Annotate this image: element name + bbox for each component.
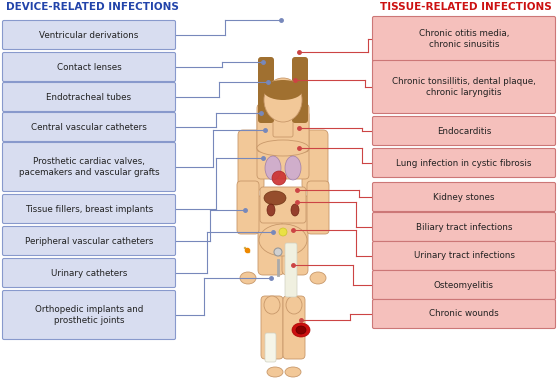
Ellipse shape [286,296,302,314]
FancyBboxPatch shape [373,183,556,212]
Ellipse shape [310,272,326,284]
Text: Lung infection in cystic fibrosis: Lung infection in cystic fibrosis [396,159,532,167]
FancyBboxPatch shape [292,57,308,123]
Text: Kidney stones: Kidney stones [433,193,495,201]
FancyBboxPatch shape [2,259,176,288]
FancyBboxPatch shape [373,60,556,113]
Ellipse shape [285,367,301,377]
Text: Ventricular derivations: Ventricular derivations [39,31,139,39]
FancyBboxPatch shape [261,296,283,359]
FancyBboxPatch shape [285,243,297,297]
Text: Urinary catheters: Urinary catheters [51,269,127,277]
Ellipse shape [292,323,310,337]
FancyBboxPatch shape [373,270,556,299]
Ellipse shape [267,204,275,216]
Ellipse shape [279,228,287,236]
FancyBboxPatch shape [302,130,328,190]
Ellipse shape [257,140,309,156]
Text: TISSUE-RELATED INFECTIONS: TISSUE-RELATED INFECTIONS [380,2,552,12]
FancyBboxPatch shape [2,290,176,340]
FancyBboxPatch shape [2,52,176,81]
FancyBboxPatch shape [258,195,284,275]
Text: Endotracheal tubes: Endotracheal tubes [46,92,132,102]
FancyBboxPatch shape [2,113,176,141]
FancyBboxPatch shape [257,111,309,179]
Text: Urinary tract infections: Urinary tract infections [413,251,514,261]
Ellipse shape [259,224,307,256]
FancyBboxPatch shape [373,117,556,146]
FancyBboxPatch shape [2,142,176,191]
Text: Orthopedic implants and
prosthetic joints: Orthopedic implants and prosthetic joint… [35,305,143,325]
Ellipse shape [267,367,283,377]
Text: Osteomyelitis: Osteomyelitis [434,280,494,290]
FancyBboxPatch shape [273,111,293,137]
Ellipse shape [240,272,256,284]
FancyBboxPatch shape [373,149,556,178]
Text: Central vascular catheters: Central vascular catheters [31,123,147,131]
Text: Chronic wounds: Chronic wounds [429,309,499,319]
FancyBboxPatch shape [2,83,176,112]
Ellipse shape [264,191,286,205]
Ellipse shape [263,80,303,100]
Text: Biliary tract infections: Biliary tract infections [416,222,512,231]
Ellipse shape [274,248,282,256]
FancyBboxPatch shape [237,181,259,234]
Text: Contact lenses: Contact lenses [56,63,122,71]
FancyBboxPatch shape [373,299,556,329]
FancyBboxPatch shape [307,181,329,234]
Text: Tissue fillers, breast implants: Tissue fillers, breast implants [25,204,153,214]
FancyBboxPatch shape [373,241,556,270]
Ellipse shape [264,78,302,122]
Ellipse shape [291,204,299,216]
Text: Peripheral vascular catheters: Peripheral vascular catheters [25,236,153,246]
FancyBboxPatch shape [265,333,276,362]
FancyBboxPatch shape [2,227,176,256]
Text: Chronic tonsillitis, dental plaque,
chronic laryngitis: Chronic tonsillitis, dental plaque, chro… [392,77,536,97]
Ellipse shape [264,296,280,314]
FancyBboxPatch shape [373,16,556,62]
Ellipse shape [272,171,286,185]
FancyBboxPatch shape [2,194,176,223]
FancyBboxPatch shape [2,21,176,50]
Ellipse shape [296,326,306,334]
FancyBboxPatch shape [257,104,309,152]
FancyBboxPatch shape [283,296,305,359]
FancyBboxPatch shape [282,195,308,275]
Ellipse shape [285,156,301,180]
Text: Endocarditis: Endocarditis [437,126,491,136]
FancyBboxPatch shape [258,57,274,123]
Text: Prosthetic cardiac valves,
pacemakers and vascular grafts: Prosthetic cardiac valves, pacemakers an… [18,157,160,177]
Text: Chronic otitis media,
chronic sinusitis: Chronic otitis media, chronic sinusitis [419,29,509,49]
Text: DEVICE-RELATED INFECTIONS: DEVICE-RELATED INFECTIONS [6,2,179,12]
FancyBboxPatch shape [260,187,306,223]
Ellipse shape [265,156,281,180]
FancyBboxPatch shape [238,130,264,190]
FancyBboxPatch shape [373,212,556,241]
